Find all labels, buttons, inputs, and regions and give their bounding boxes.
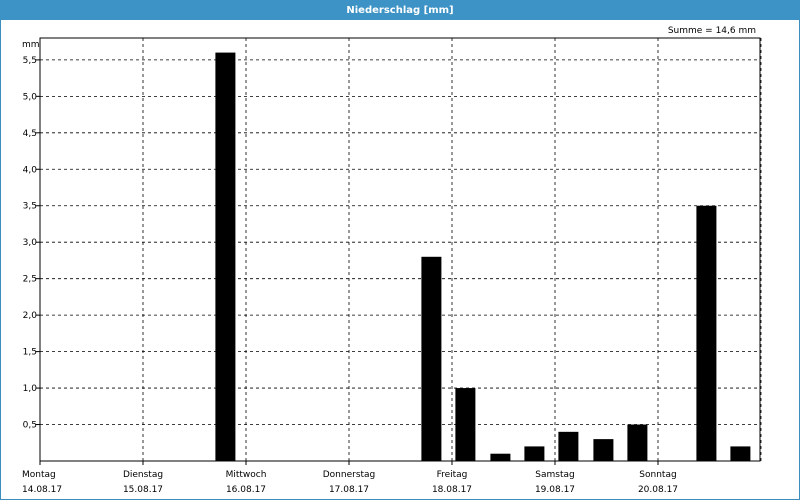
precipitation-bar (593, 439, 614, 461)
x-tick-label-date: 20.08.17 (638, 485, 678, 495)
y-tick-label: 3,5 (23, 202, 37, 212)
precipitation-bar (421, 256, 442, 461)
x-tick-label-date: 18.08.17 (432, 485, 472, 495)
chart-title: Niederschlag [mm] (0, 0, 800, 20)
precipitation-bar (455, 388, 476, 461)
y-tick-label: 4,0 (23, 165, 38, 175)
y-tick-label: 4,5 (23, 129, 37, 139)
y-tick-label: 2,0 (23, 311, 38, 321)
precipitation-bar (490, 453, 511, 461)
precipitation-bar (627, 424, 648, 461)
precipitation-bar (215, 52, 236, 461)
y-tick-label: 1,0 (23, 384, 38, 394)
x-tick-label-date: 17.08.17 (329, 485, 369, 495)
x-tick-label-date: 16.08.17 (226, 485, 266, 495)
y-tick-label: 2,5 (23, 275, 37, 285)
precipitation-bar (524, 446, 545, 461)
x-tick-label-day: Samstag (535, 470, 574, 480)
y-tick-label: 5,5 (23, 56, 37, 66)
precipitation-bar (730, 446, 751, 461)
x-tick-label-date: 14.08.17 (22, 485, 62, 495)
x-tick-label-date: 19.08.17 (535, 485, 575, 495)
y-tick-label: 1,5 (23, 348, 37, 358)
y-tick-label: 0,5 (23, 421, 37, 431)
y-tick-label: 5,0 (23, 92, 38, 102)
x-tick-label-day: Dienstag (123, 470, 163, 480)
y-axis-unit-label: mm (22, 40, 40, 50)
plot-area (39, 37, 761, 462)
x-tick-label-day: Donnerstag (323, 470, 376, 480)
x-tick-label-date: 15.08.17 (123, 485, 163, 495)
precipitation-bar (696, 205, 717, 461)
x-tick-label-day: Montag (22, 470, 56, 480)
sum-label: Summe = 14,6 mm (667, 26, 756, 36)
y-tick-label: 3,0 (23, 238, 38, 248)
x-tick-label-day: Freitag (437, 470, 468, 480)
x-tick-label-day: Sonntag (639, 470, 676, 480)
precipitation-bar (558, 431, 579, 461)
x-tick-label-day: Mittwoch (226, 470, 267, 480)
